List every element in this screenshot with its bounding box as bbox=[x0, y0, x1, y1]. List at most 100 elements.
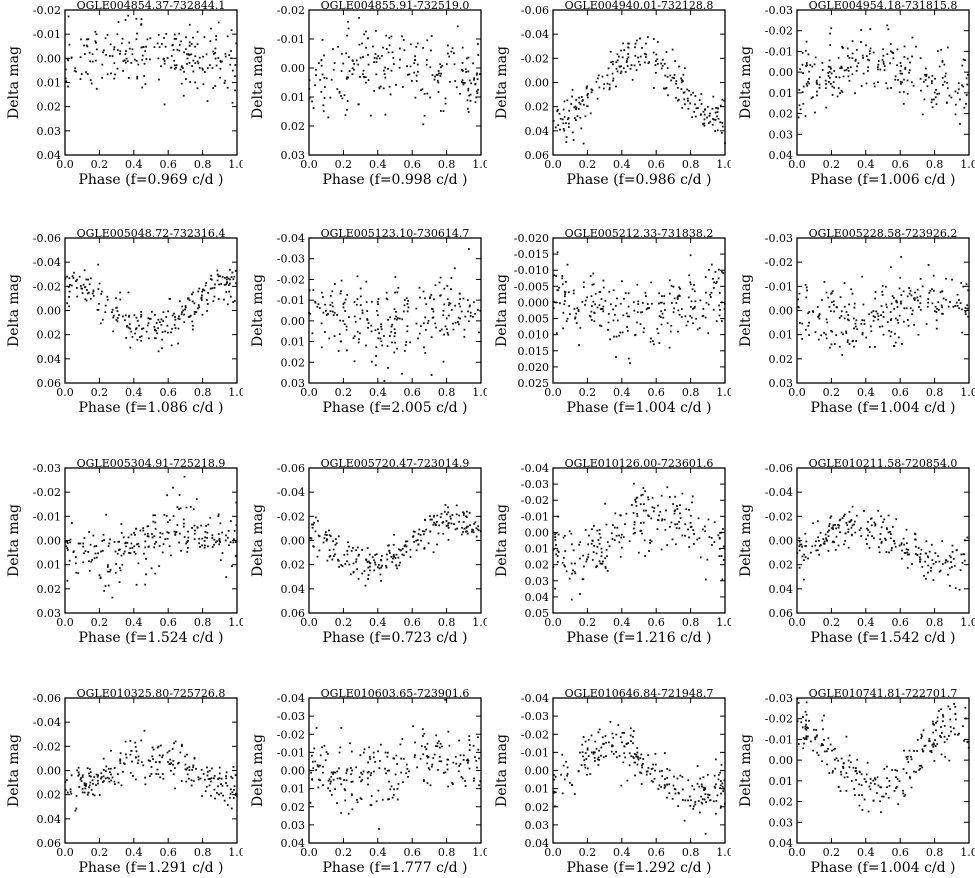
y-tick-label: 0.04 bbox=[525, 591, 550, 604]
data-point bbox=[586, 747, 589, 750]
axes-frame bbox=[308, 237, 482, 384]
data-point bbox=[127, 326, 130, 329]
data-point bbox=[966, 83, 969, 86]
data-point bbox=[449, 80, 451, 83]
data-point bbox=[346, 553, 349, 556]
data-point bbox=[104, 777, 107, 780]
data-point bbox=[960, 282, 963, 284]
data-point bbox=[129, 740, 132, 742]
data-point bbox=[604, 502, 607, 505]
data-point bbox=[885, 285, 887, 288]
data-point bbox=[833, 86, 836, 89]
data-point bbox=[69, 790, 72, 793]
data-point bbox=[719, 309, 721, 311]
data-point bbox=[385, 566, 388, 569]
data-point bbox=[661, 58, 664, 61]
data-point bbox=[453, 63, 456, 66]
data-point bbox=[449, 302, 452, 305]
data-point bbox=[378, 86, 381, 89]
data-point bbox=[461, 62, 464, 64]
data-point bbox=[563, 129, 566, 132]
data-point bbox=[134, 533, 136, 536]
data-point bbox=[461, 777, 464, 780]
data-point bbox=[194, 81, 197, 84]
data-point bbox=[70, 56, 73, 59]
x-axis-label: Phase (f=1.086 c/d ) bbox=[78, 400, 223, 416]
data-point bbox=[882, 62, 885, 65]
data-point bbox=[150, 773, 153, 775]
y-tick-label: 0.02 bbox=[37, 101, 62, 114]
data-point bbox=[358, 553, 360, 556]
data-point bbox=[370, 360, 373, 363]
data-point bbox=[866, 58, 869, 61]
data-point bbox=[323, 744, 326, 747]
data-point bbox=[873, 521, 876, 524]
data-point bbox=[147, 322, 150, 325]
data-point bbox=[854, 58, 857, 61]
data-point bbox=[825, 333, 827, 336]
data-point bbox=[712, 800, 715, 803]
data-point bbox=[797, 305, 799, 308]
data-point bbox=[584, 740, 587, 743]
data-point bbox=[170, 331, 172, 334]
data-point bbox=[331, 310, 334, 313]
data-point bbox=[867, 66, 869, 69]
data-point bbox=[582, 578, 585, 581]
data-point bbox=[351, 808, 354, 811]
data-point bbox=[203, 546, 206, 549]
data-point bbox=[955, 718, 957, 721]
data-point bbox=[642, 509, 645, 512]
data-point bbox=[437, 740, 440, 743]
data-point bbox=[554, 536, 557, 538]
data-point bbox=[967, 315, 970, 318]
data-point bbox=[190, 779, 193, 782]
data-point bbox=[343, 553, 346, 556]
data-point bbox=[641, 302, 644, 304]
data-point bbox=[583, 763, 586, 766]
data-point bbox=[677, 98, 680, 101]
data-point bbox=[832, 303, 835, 306]
data-point bbox=[592, 525, 595, 527]
data-point bbox=[615, 85, 617, 88]
data-point bbox=[966, 304, 969, 307]
data-point bbox=[823, 540, 826, 543]
data-point bbox=[101, 77, 104, 79]
data-point bbox=[901, 343, 903, 345]
data-point bbox=[805, 40, 808, 43]
data-point bbox=[226, 86, 229, 89]
data-point bbox=[199, 777, 202, 780]
data-point bbox=[707, 793, 709, 796]
data-point bbox=[639, 37, 641, 40]
data-point bbox=[187, 777, 190, 780]
data-point bbox=[634, 54, 637, 57]
data-point bbox=[933, 310, 936, 313]
data-point bbox=[602, 286, 605, 289]
data-point bbox=[217, 515, 220, 517]
data-point bbox=[563, 100, 566, 103]
y-tick-label: 0.01 bbox=[769, 775, 794, 788]
data-point bbox=[616, 297, 618, 300]
data-point bbox=[122, 552, 125, 555]
y-tick-label: -0.04 bbox=[33, 716, 61, 729]
data-point bbox=[402, 758, 405, 760]
data-point bbox=[209, 516, 212, 519]
data-point bbox=[468, 739, 471, 741]
data-point bbox=[840, 757, 843, 760]
data-point bbox=[438, 755, 441, 758]
data-point bbox=[140, 313, 143, 316]
data-point bbox=[854, 92, 857, 95]
data-point bbox=[828, 529, 830, 532]
data-point bbox=[961, 331, 963, 334]
data-point bbox=[614, 304, 617, 307]
data-point bbox=[881, 294, 884, 296]
data-point bbox=[436, 745, 439, 748]
data-point bbox=[406, 767, 409, 770]
data-point bbox=[846, 339, 849, 342]
data-point bbox=[184, 755, 186, 758]
data-point bbox=[413, 541, 415, 543]
data-point bbox=[950, 556, 952, 559]
data-point bbox=[234, 792, 237, 795]
data-point bbox=[926, 555, 929, 558]
data-point bbox=[900, 557, 903, 560]
data-point bbox=[586, 85, 589, 88]
